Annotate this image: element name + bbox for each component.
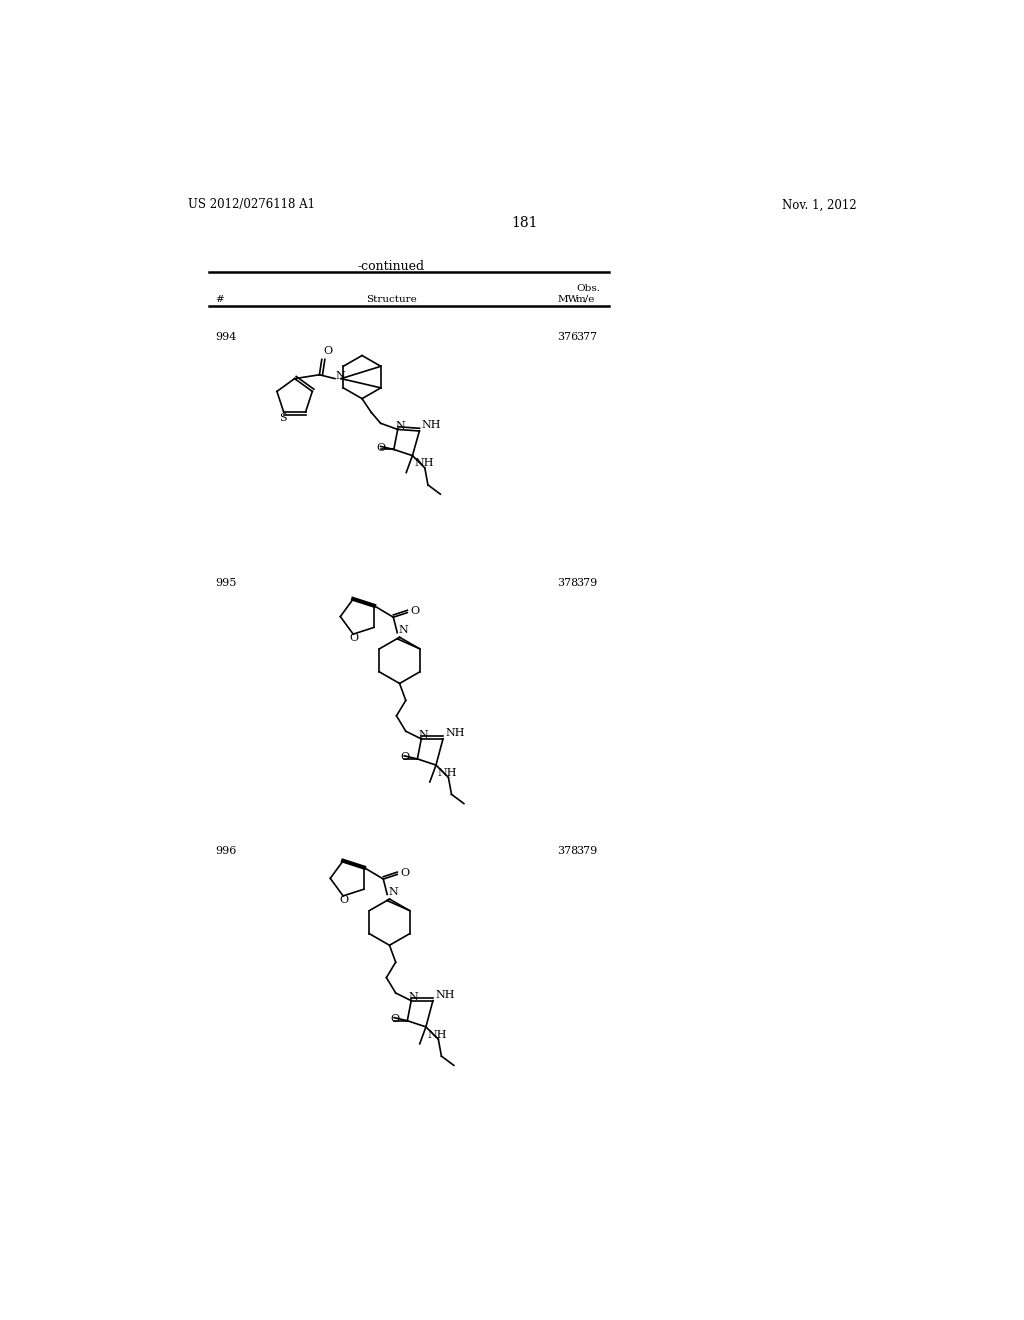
Text: 995: 995 bbox=[216, 578, 237, 589]
Text: N: N bbox=[389, 887, 398, 898]
Text: O: O bbox=[324, 346, 333, 356]
Text: 378: 378 bbox=[557, 846, 579, 857]
Text: O: O bbox=[339, 895, 348, 904]
Text: 379: 379 bbox=[575, 578, 597, 589]
Text: NH: NH bbox=[445, 727, 465, 738]
Text: NH: NH bbox=[422, 420, 441, 430]
Text: O: O bbox=[377, 444, 386, 453]
Text: US 2012/0276118 A1: US 2012/0276118 A1 bbox=[188, 198, 315, 211]
Text: m/e: m/e bbox=[575, 294, 595, 304]
Text: NH: NH bbox=[414, 458, 433, 469]
Text: 376: 376 bbox=[557, 333, 579, 342]
Text: O: O bbox=[390, 1014, 399, 1024]
Text: 996: 996 bbox=[216, 846, 237, 857]
Text: 379: 379 bbox=[575, 846, 597, 857]
Text: Obs.: Obs. bbox=[575, 284, 600, 293]
Text: N: N bbox=[419, 730, 429, 741]
Text: NH: NH bbox=[435, 990, 455, 999]
Text: O: O bbox=[400, 752, 410, 763]
Text: Structure: Structure bbox=[367, 294, 417, 304]
Text: O: O bbox=[400, 867, 410, 878]
Text: NH: NH bbox=[437, 768, 457, 777]
Text: NH: NH bbox=[427, 1030, 446, 1040]
Text: 994: 994 bbox=[216, 333, 237, 342]
Text: N: N bbox=[395, 421, 406, 430]
Text: O: O bbox=[349, 634, 358, 643]
Text: S: S bbox=[280, 413, 287, 424]
Text: N: N bbox=[409, 991, 419, 1002]
Text: 378: 378 bbox=[557, 578, 579, 589]
Text: Nov. 1, 2012: Nov. 1, 2012 bbox=[782, 198, 856, 211]
Text: 181: 181 bbox=[512, 216, 538, 230]
Text: N: N bbox=[398, 626, 409, 635]
Text: MW: MW bbox=[557, 294, 579, 304]
Text: 377: 377 bbox=[575, 333, 597, 342]
Text: N: N bbox=[336, 371, 345, 381]
Text: O: O bbox=[411, 606, 420, 616]
Text: -continued: -continued bbox=[358, 260, 425, 273]
Text: #: # bbox=[216, 294, 224, 304]
